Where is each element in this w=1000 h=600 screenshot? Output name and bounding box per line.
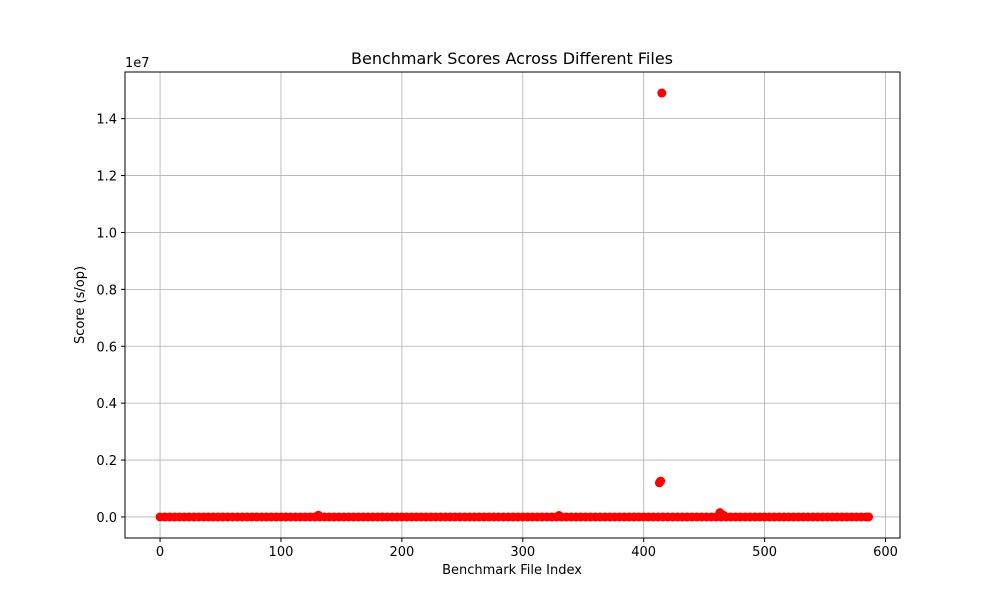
data-point bbox=[656, 476, 666, 486]
data-points bbox=[155, 88, 874, 522]
plot-frame bbox=[124, 71, 901, 539]
y-tick-label: 1.2 bbox=[96, 170, 117, 185]
y-tick-label: 0.4 bbox=[96, 397, 117, 412]
data-point bbox=[718, 510, 728, 520]
data-point bbox=[554, 511, 564, 521]
x-tick-label: 300 bbox=[510, 545, 535, 560]
x-tick-label: 100 bbox=[269, 545, 294, 560]
data-point bbox=[864, 512, 874, 522]
y-tick-label: 0.0 bbox=[96, 511, 117, 526]
y-tick-label: 1.4 bbox=[96, 113, 117, 128]
x-tick-label: 500 bbox=[752, 545, 777, 560]
y-tick-label: 0.6 bbox=[96, 340, 117, 355]
y-offset-label: 1e7 bbox=[125, 56, 150, 71]
y-tick-label: 0.2 bbox=[96, 454, 117, 469]
x-tick-label: 600 bbox=[873, 545, 898, 560]
x-tick-label: 200 bbox=[389, 545, 414, 560]
y-tick-label: 0.8 bbox=[96, 283, 117, 298]
axis-ticks: 0 100 200 300 400 500 600 0.0 0.2 0.4 0.6 0.8 1.0 1.2… bbox=[96, 113, 898, 560]
data-point bbox=[657, 88, 667, 98]
y-axis-label: Score (s/op) bbox=[73, 266, 88, 344]
data-point bbox=[313, 510, 323, 520]
y-tick-label: 1.0 bbox=[96, 226, 117, 241]
x-tick-label: 0 bbox=[156, 545, 164, 560]
chart-title: Benchmark Scores Across Different Files bbox=[351, 49, 673, 68]
x-axis-label: Benchmark File Index bbox=[442, 563, 582, 578]
grid-lines bbox=[125, 72, 900, 538]
x-tick-label: 400 bbox=[631, 545, 656, 560]
